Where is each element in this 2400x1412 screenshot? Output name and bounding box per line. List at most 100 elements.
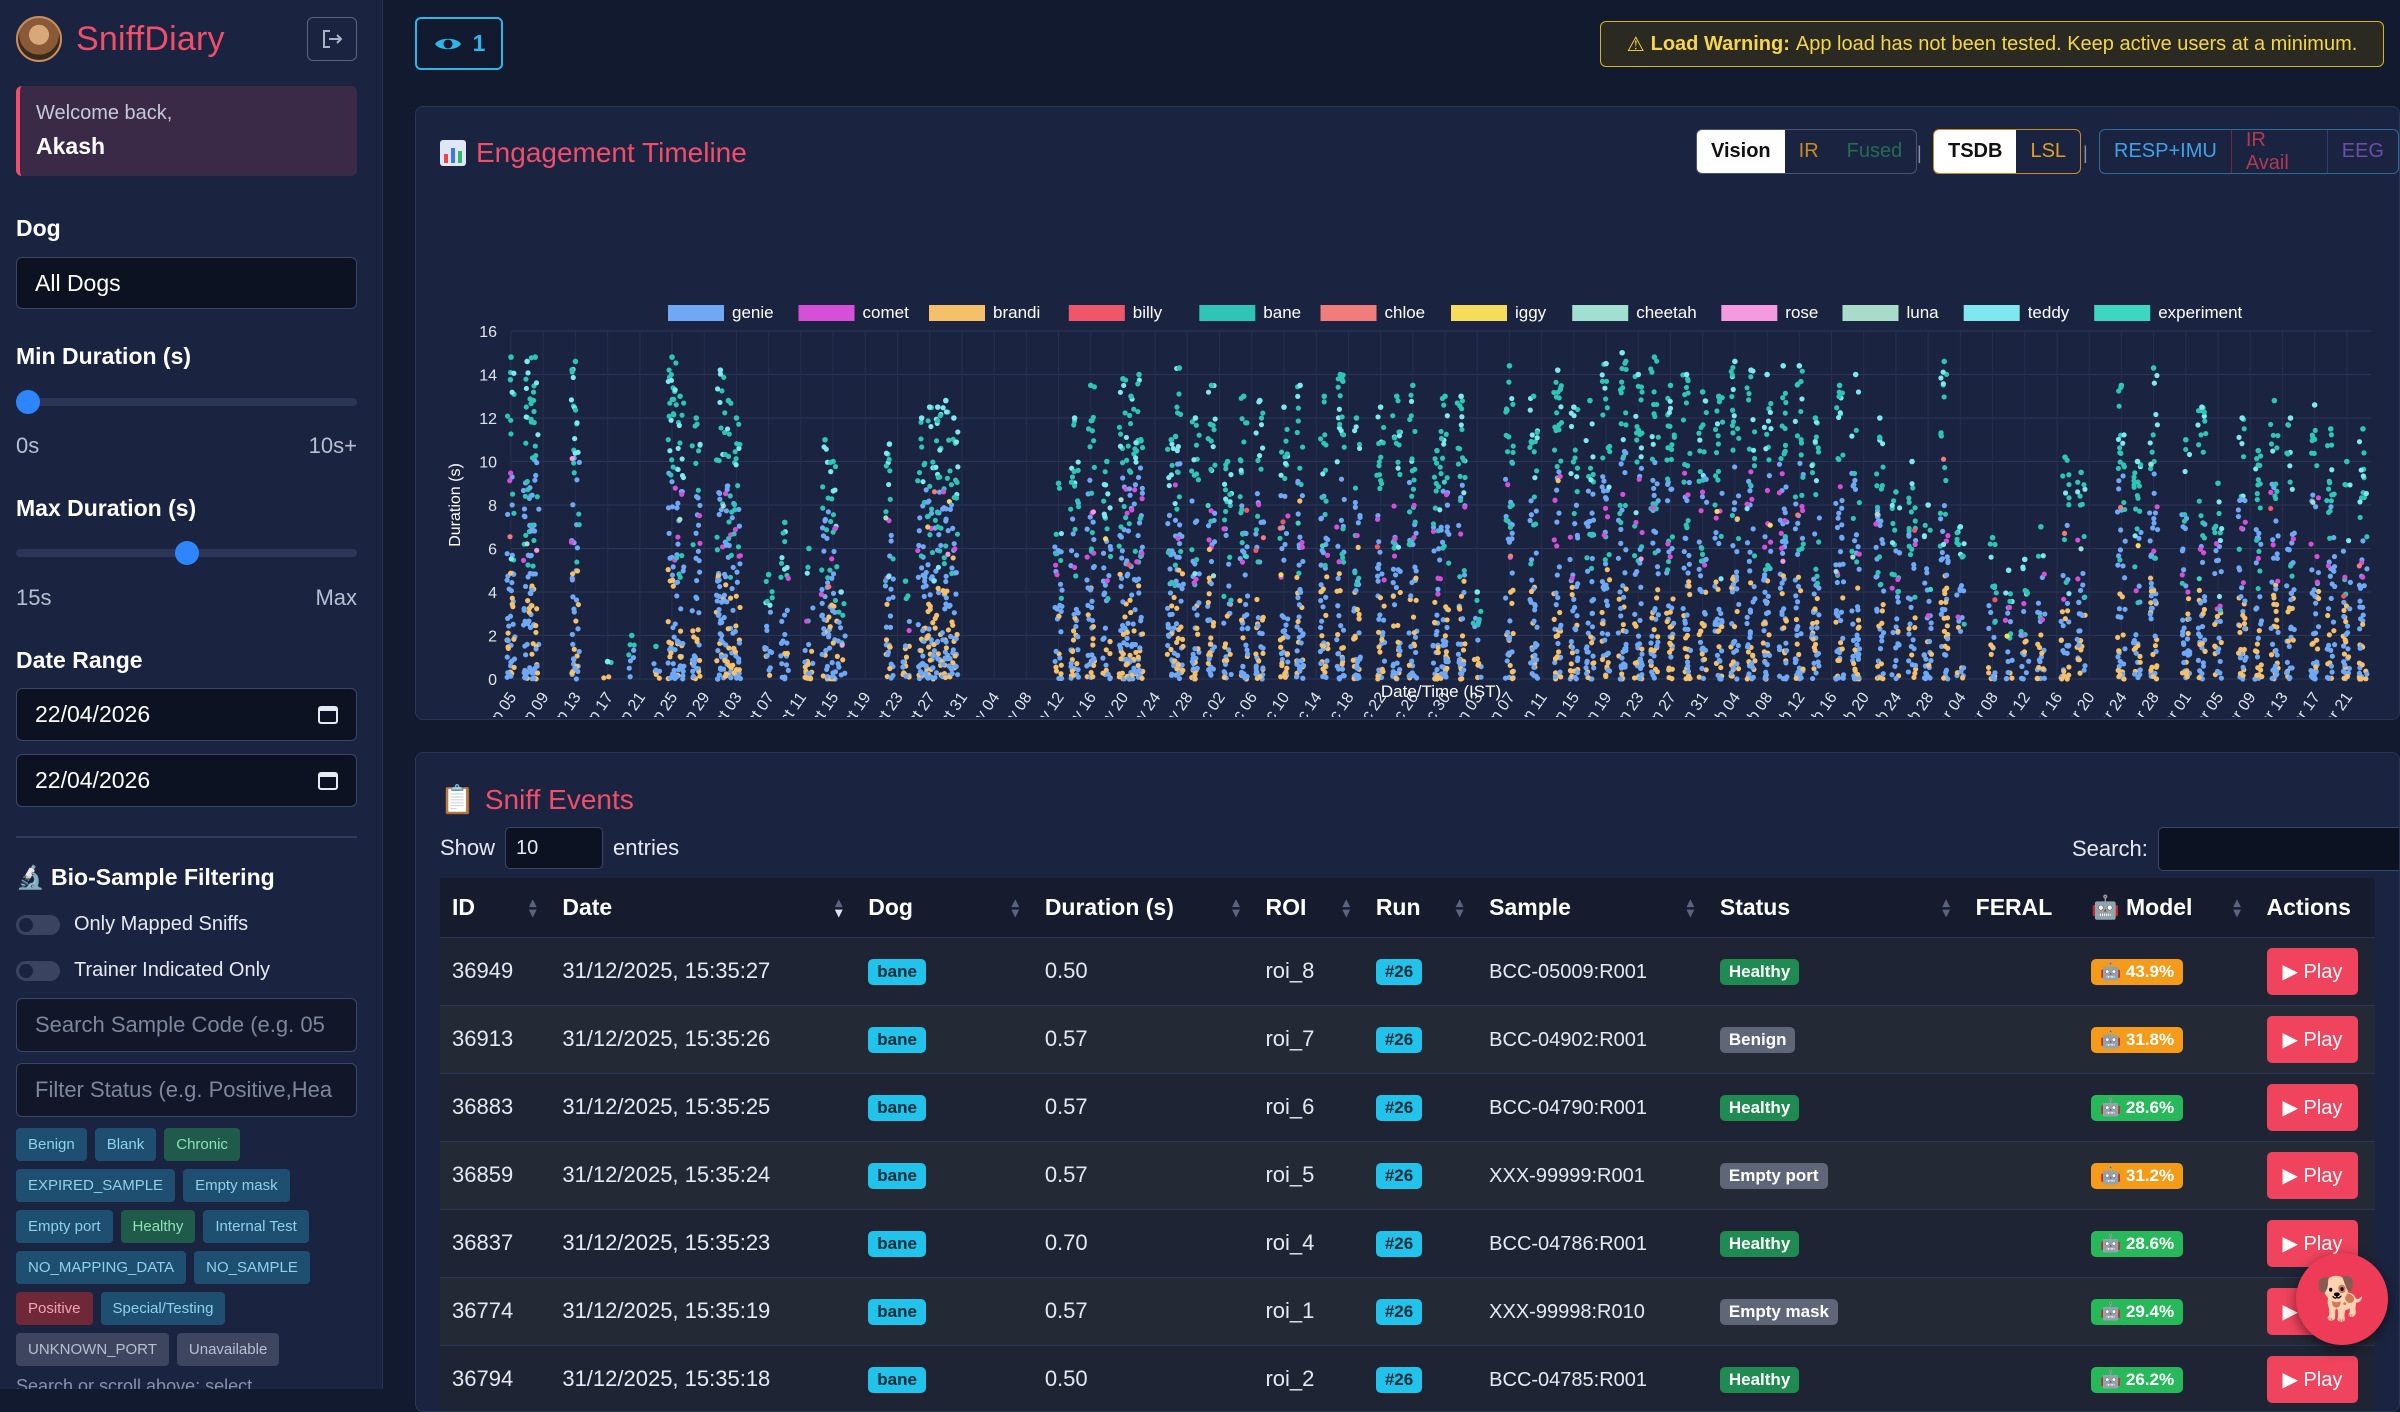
data-point[interactable] (937, 548, 942, 553)
data-point[interactable] (1178, 549, 1183, 554)
data-point[interactable] (1571, 404, 1577, 410)
data-point[interactable] (570, 577, 575, 582)
data-point[interactable] (1716, 469, 1721, 474)
data-point[interactable] (1434, 632, 1439, 637)
data-point[interactable] (1750, 653, 1755, 658)
data-point[interactable] (1686, 553, 1691, 558)
data-point[interactable] (1119, 534, 1124, 539)
data-point[interactable] (1798, 379, 1803, 384)
data-point[interactable] (1745, 615, 1750, 620)
data-point[interactable] (1412, 673, 1417, 678)
data-point[interactable] (1391, 567, 1396, 572)
entries-select[interactable]: 10 (505, 827, 603, 869)
data-point[interactable] (779, 561, 784, 566)
data-point[interactable] (725, 426, 730, 431)
data-point[interactable] (1853, 372, 1859, 378)
data-point[interactable] (1132, 501, 1137, 506)
data-point[interactable] (1088, 383, 1094, 389)
data-point[interactable] (1280, 613, 1285, 618)
data-point[interactable] (1716, 393, 1722, 399)
data-point[interactable] (535, 494, 540, 499)
data-point[interactable] (1618, 503, 1623, 508)
data-point[interactable] (1653, 550, 1658, 555)
data-point[interactable] (1413, 635, 1418, 640)
data-point[interactable] (953, 653, 958, 658)
data-point[interactable] (674, 555, 679, 560)
data-point[interactable] (1552, 617, 1557, 622)
data-point[interactable] (941, 505, 946, 510)
data-point[interactable] (2316, 570, 2321, 575)
data-point[interactable] (1091, 537, 1096, 542)
data-point[interactable] (1140, 631, 1145, 636)
data-point[interactable] (1412, 503, 1417, 508)
data-point[interactable] (2273, 586, 2278, 591)
data-point[interactable] (1765, 488, 1770, 493)
data-point[interactable] (1682, 549, 1687, 554)
data-point[interactable] (2341, 593, 2346, 598)
data-point[interactable] (1793, 526, 1798, 531)
data-point[interactable] (2116, 648, 2121, 653)
data-point[interactable] (1837, 383, 1843, 389)
data-point[interactable] (1814, 625, 1819, 630)
data-point[interactable] (903, 578, 909, 584)
data-point[interactable] (2122, 432, 2127, 437)
data-point[interactable] (1442, 670, 1447, 675)
data-point[interactable] (2133, 533, 2138, 538)
data-point[interactable] (1924, 671, 1929, 676)
data-point[interactable] (1123, 515, 1128, 520)
status-chip[interactable]: UNKNOWN_PORT (16, 1333, 169, 1366)
data-point[interactable] (2290, 532, 2295, 537)
data-point[interactable] (1431, 660, 1436, 665)
data-point[interactable] (888, 613, 893, 618)
status-chip[interactable]: Unavailable (177, 1333, 279, 1366)
legend-swatch[interactable] (1964, 305, 2020, 321)
data-point[interactable] (2137, 509, 2142, 514)
data-point[interactable] (1432, 600, 1437, 605)
data-point[interactable] (673, 486, 678, 491)
data-point[interactable] (919, 553, 924, 558)
data-point[interactable] (1744, 506, 1749, 511)
data-point[interactable] (531, 390, 536, 395)
data-point[interactable] (2332, 642, 2337, 647)
data-point[interactable] (1174, 507, 1179, 512)
data-point[interactable] (1552, 537, 1557, 542)
data-point[interactable] (1939, 612, 1944, 617)
data-point[interactable] (1071, 673, 1076, 678)
data-point[interactable] (1855, 655, 1860, 660)
data-point[interactable] (1140, 445, 1145, 450)
data-point[interactable] (889, 533, 894, 538)
legend-swatch[interactable] (1199, 305, 1255, 321)
data-point[interactable] (1058, 629, 1063, 634)
data-point[interactable] (838, 589, 844, 595)
data-point[interactable] (1432, 475, 1437, 480)
data-point[interactable] (690, 628, 695, 633)
data-point[interactable] (666, 567, 671, 572)
data-point[interactable] (1377, 550, 1382, 555)
data-point[interactable] (722, 658, 727, 663)
data-point[interactable] (1340, 379, 1345, 384)
data-point[interactable] (1795, 599, 1800, 604)
data-point[interactable] (1505, 652, 1510, 657)
data-point[interactable] (1430, 643, 1435, 648)
data-point[interactable] (810, 605, 815, 610)
data-point[interactable] (1570, 645, 1575, 650)
data-point[interactable] (1639, 445, 1644, 450)
data-point[interactable] (1913, 663, 1918, 668)
data-point[interactable] (820, 484, 825, 489)
data-point[interactable] (1340, 656, 1345, 661)
data-point[interactable] (730, 608, 735, 613)
data-point[interactable] (731, 646, 736, 651)
data-point[interactable] (693, 461, 698, 466)
data-point[interactable] (2274, 609, 2279, 614)
sample-code-search-input[interactable]: Search Sample Code (e.g. 05 (16, 998, 357, 1052)
data-point[interactable] (1841, 676, 1846, 681)
data-point[interactable] (1670, 534, 1675, 539)
data-point[interactable] (2242, 658, 2247, 663)
data-point[interactable] (1572, 521, 1577, 526)
data-point[interactable] (1751, 526, 1756, 531)
data-point[interactable] (1558, 623, 1563, 628)
data-point[interactable] (1651, 442, 1656, 447)
data-point[interactable] (668, 650, 673, 655)
data-point[interactable] (1444, 666, 1449, 671)
data-point[interactable] (1105, 578, 1110, 583)
